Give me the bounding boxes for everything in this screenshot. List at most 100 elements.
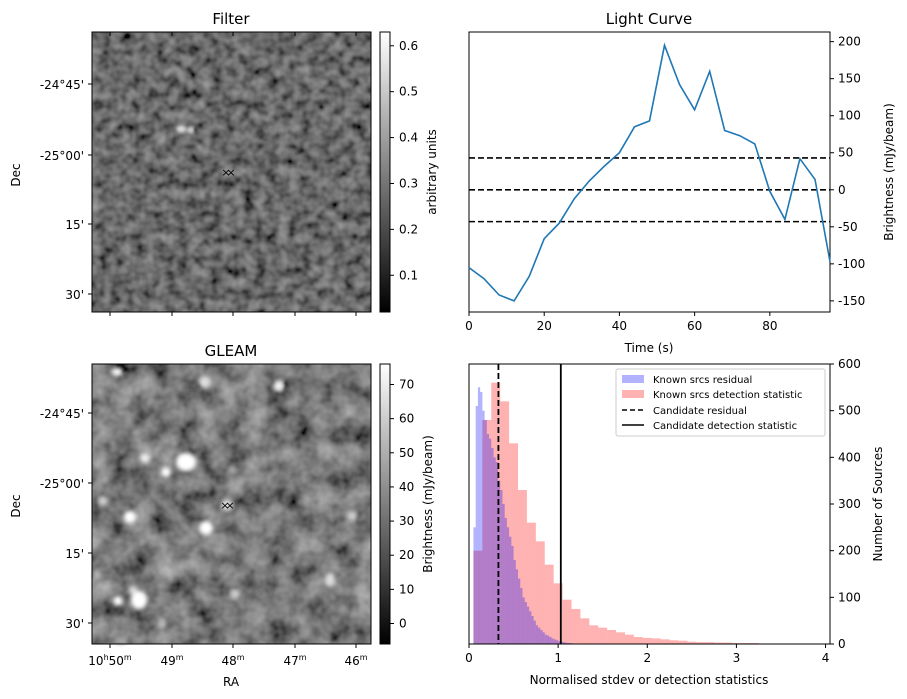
gleam-candidate-x-marker: ×: [220, 499, 229, 512]
gleam-xtick: 49m: [160, 644, 184, 668]
colorbar-tick: 70: [390, 377, 414, 391]
histogram-ytick-label: 0: [838, 637, 846, 651]
gleam-xtick-main: 46: [344, 654, 359, 668]
histogram-vlines: [497, 364, 562, 644]
gleam-colorbar-ticks: 0 10 20 30 40 50 60 70: [390, 377, 414, 631]
histogram-bar: [538, 627, 541, 644]
legend-label-detection: Known srcs detection statistic: [653, 390, 802, 401]
colorbar-tick: 0.3: [390, 176, 418, 190]
filter-y-axis: Dec -24°45' -25°00' 15' 30': [9, 78, 92, 302]
histogram-xtick-label: 3: [733, 651, 741, 665]
histogram-bar: [473, 527, 476, 644]
histogram-bar: [651, 638, 661, 644]
histogram-bar: [678, 640, 688, 644]
gleam-ytick-label: -24°45': [40, 407, 84, 421]
light-curve-ytick: -50: [830, 220, 858, 234]
histogram-series: [473, 382, 804, 644]
histogram-ytick: 600: [830, 357, 861, 371]
gleam-xtick: 46m: [344, 644, 368, 668]
gleam-xtick-label: 46m: [344, 653, 367, 668]
colorbar-tick: 30: [390, 514, 414, 528]
histogram-bar: [553, 639, 556, 644]
gleam-xtick-main: 47: [283, 654, 298, 668]
histogram-bar: [513, 560, 516, 644]
histogram-bar: [533, 620, 536, 644]
gleam-image: × ×: [91, 363, 372, 645]
gleam-y-axis: Dec -24°45' -25°00' 15' 30': [9, 407, 92, 631]
histogram-bar: [607, 630, 617, 644]
colorbar-tick: 0.4: [390, 131, 418, 145]
histogram-bar: [535, 625, 539, 644]
gleam-ytick-label: 30': [65, 617, 84, 631]
histogram-ytick-label: 500: [838, 404, 861, 418]
gleam-xtick-sup: m: [299, 653, 307, 662]
histogram-bar: [475, 406, 478, 644]
histogram-bar: [571, 609, 581, 644]
histogram-bar: [511, 546, 514, 644]
legend-label-candidate-residual: Candidate residual: [653, 406, 747, 417]
histogram-xtick: 2: [643, 644, 651, 665]
legend-swatch-residual: [622, 375, 644, 383]
histogram-bar: [509, 443, 519, 644]
histogram-bar: [477, 387, 481, 644]
light-curve-xtick: 80: [762, 312, 777, 333]
histogram-bar: [518, 490, 527, 644]
histogram-bar: [544, 564, 554, 644]
histogram-ytick-label: 600: [838, 357, 861, 371]
histogram-bar: [522, 597, 525, 644]
filter-ytick-label: -24°45': [40, 78, 84, 92]
light-curve-ytick: 100: [830, 109, 861, 123]
histogram-bar: [544, 634, 547, 644]
histogram-ytick-label: 200: [838, 544, 861, 558]
histogram-bar: [562, 599, 572, 644]
light-curve-ytick-label: 200: [838, 35, 861, 49]
light-curve-xtick: 60: [687, 312, 702, 333]
gleam-title: GLEAM: [205, 342, 258, 360]
light-curve-ytick: -150: [830, 294, 865, 308]
light-curve-ytick: -100: [830, 257, 865, 271]
histogram-bar: [506, 527, 510, 644]
histogram-bar: [616, 632, 625, 644]
histogram-bar: [546, 635, 550, 644]
light-curve-xtick-label: 80: [762, 319, 777, 333]
gleam-xtick-main: 49: [160, 654, 175, 668]
colorbar-tick-label: 40: [399, 480, 414, 494]
light-curve-xtick: 40: [612, 312, 627, 333]
histogram-bar: [687, 641, 697, 644]
histogram-xtick-label: 1: [554, 651, 562, 665]
colorbar-tick-label: 20: [399, 548, 414, 562]
gleam-ytick: -24°45': [40, 407, 92, 421]
filter-ytick-label: 15': [65, 218, 84, 232]
filter-ytick: 30': [65, 288, 92, 302]
light-curve-xtick-label: 40: [612, 319, 627, 333]
histogram-yticks: 0 100 200 300 400 500 600: [830, 357, 861, 651]
gleam-xtick-sup: m: [237, 653, 245, 662]
light-curve-ytick-label: -150: [838, 294, 865, 308]
colorbar-tick: 0.6: [390, 39, 418, 53]
light-curve-ytick: 200: [830, 35, 861, 49]
histogram-bar: [524, 602, 527, 644]
gleam-ytick: 30': [65, 617, 92, 631]
filter-colorbar-gradient: [379, 31, 391, 313]
histogram-bar: [669, 640, 679, 644]
histogram-bar: [504, 518, 507, 644]
filter-ylabel: Dec: [9, 163, 23, 186]
filter-colorbar-ticks: 0.1 0.2 0.3 0.4 0.5 0.6: [390, 39, 418, 282]
histogram-bar: [500, 490, 503, 644]
colorbar-tick: 50: [390, 446, 414, 460]
histogram-bar: [696, 642, 706, 644]
filter-ytick-label: 30': [65, 288, 84, 302]
filter-panel: Filter × × Dec -24°45' -25°00' 15' 30': [9, 10, 439, 316]
histogram-bar: [562, 642, 565, 644]
histogram-bar: [500, 401, 510, 644]
histogram-bar: [520, 588, 523, 644]
gleam-x-axis: 10h50m 49m 48m 47m 46m RA: [88, 644, 368, 689]
histogram-bar: [642, 637, 652, 644]
colorbar-tick: 0.2: [390, 222, 418, 236]
histogram-bar: [486, 434, 490, 644]
histogram-ytick-label: 300: [838, 497, 861, 511]
histogram-bar: [482, 420, 492, 644]
colorbar-tick: 10: [390, 582, 414, 596]
histogram-bar: [493, 457, 496, 644]
colorbar-tick-label: 0.3: [399, 176, 418, 190]
